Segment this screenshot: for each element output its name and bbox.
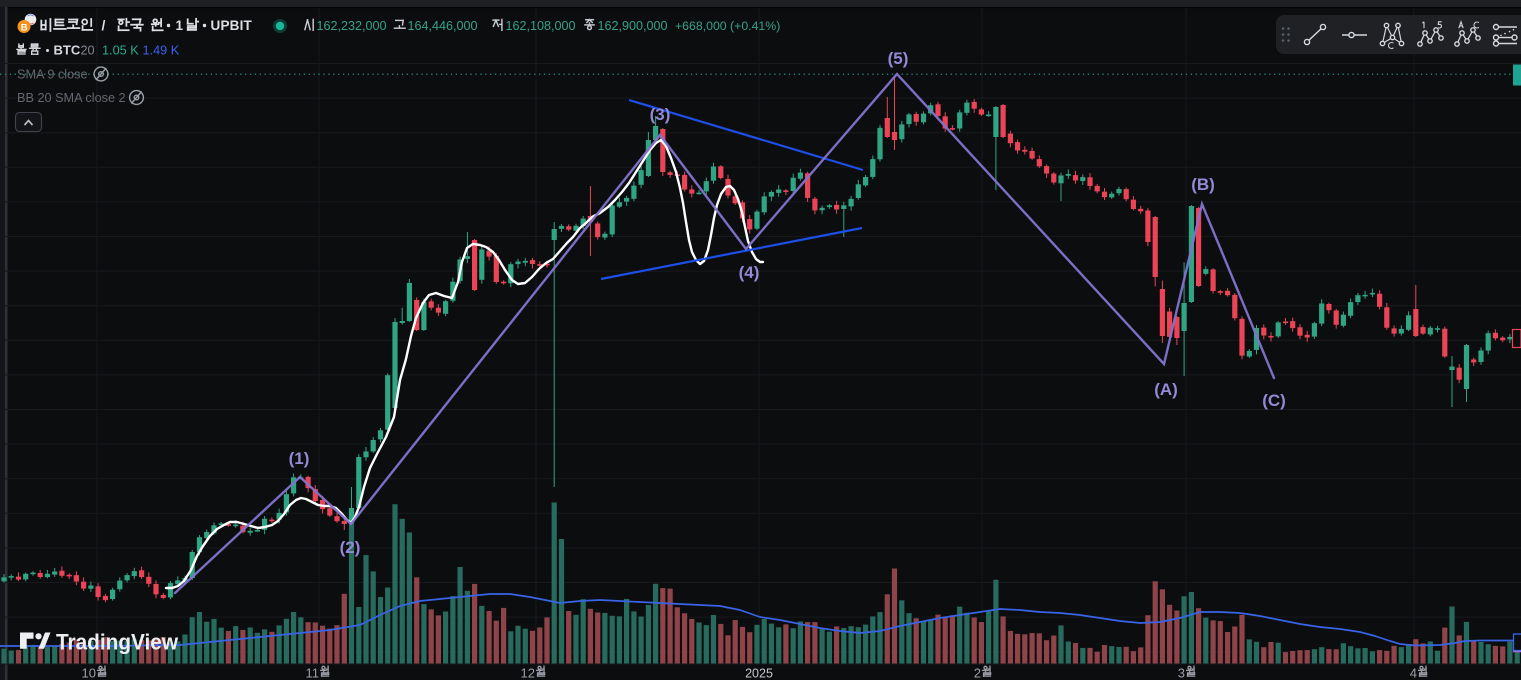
- svg-text:/: /: [102, 17, 106, 33]
- svg-text:TradingView: TradingView: [56, 630, 179, 655]
- svg-text:164,446,000: 164,446,000: [408, 19, 478, 33]
- svg-text:162,900,000: 162,900,000: [598, 19, 668, 33]
- svg-text:1.05 K: 1.05 K: [102, 44, 139, 58]
- svg-text:162,108,000: 162,108,000: [506, 19, 576, 33]
- svg-text:(4): (4): [739, 263, 760, 282]
- svg-text:BTC: BTC: [54, 43, 81, 58]
- svg-text:(5): (5): [888, 49, 909, 68]
- svg-text:B: B: [21, 23, 28, 34]
- svg-text:(B): (B): [1191, 175, 1215, 194]
- svg-text:+668,000 (+0.41%): +668,000 (+0.41%): [675, 19, 780, 33]
- svg-text:(1): (1): [289, 449, 310, 468]
- svg-text:(A): (A): [1154, 380, 1178, 399]
- svg-text:3: 3: [1178, 666, 1185, 680]
- svg-text:BB 20 SMA close 2: BB 20 SMA close 2: [17, 91, 126, 105]
- svg-text:162,232,000: 162,232,000: [317, 19, 387, 33]
- svg-text:20: 20: [81, 44, 95, 58]
- svg-text:1: 1: [176, 18, 184, 33]
- svg-text:11: 11: [306, 666, 320, 680]
- svg-text:SMA 9 close: SMA 9 close: [17, 68, 88, 82]
- svg-text:2: 2: [974, 666, 981, 680]
- svg-text:2025: 2025: [745, 667, 773, 680]
- svg-text:12: 12: [521, 666, 535, 680]
- svg-text:(C): (C): [1262, 391, 1286, 410]
- svg-text:10: 10: [82, 666, 96, 680]
- svg-text:1.49 K: 1.49 K: [143, 44, 180, 58]
- svg-text:4: 4: [1410, 666, 1417, 680]
- svg-text:UPBIT: UPBIT: [211, 18, 253, 33]
- svg-text:(3): (3): [650, 105, 671, 124]
- svg-text:(2): (2): [340, 538, 361, 557]
